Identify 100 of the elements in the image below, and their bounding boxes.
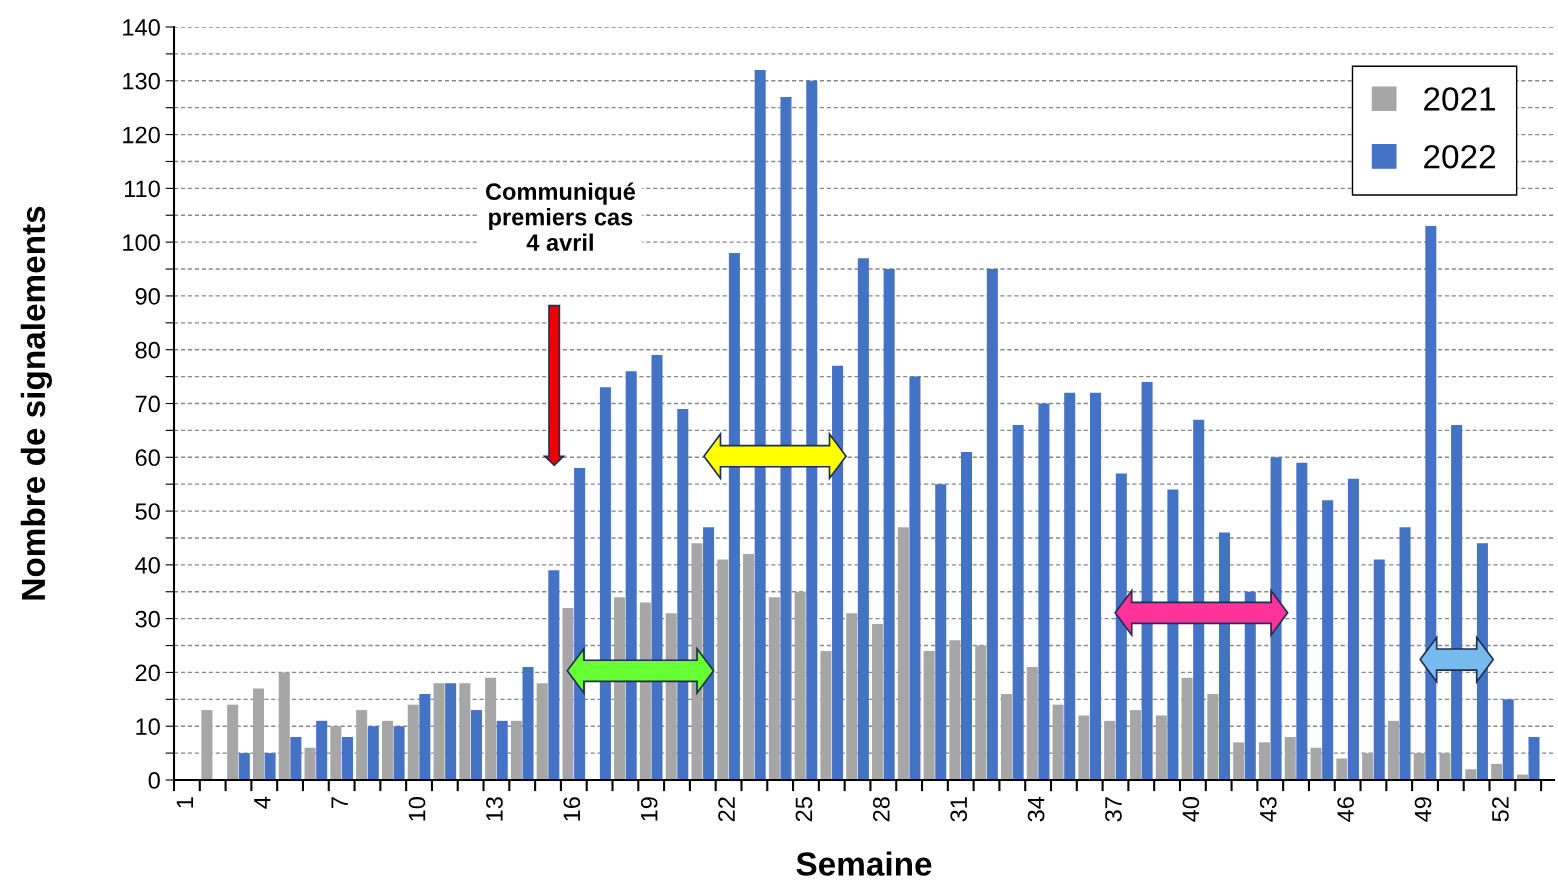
- legend-label: 2021: [1424, 87, 1496, 111]
- bar: [1347, 478, 1359, 780]
- y-tick-label: 90: [135, 288, 160, 305]
- bar: [743, 554, 755, 780]
- bar: [1439, 753, 1451, 780]
- bar: [201, 710, 213, 780]
- x-tick-label: 34: [1027, 796, 1045, 822]
- bar: [625, 371, 637, 780]
- bar: [290, 736, 302, 780]
- bar: [252, 688, 264, 780]
- bar: [1362, 753, 1374, 780]
- x-tick-label: 28: [872, 797, 890, 822]
- bar: [1413, 753, 1425, 780]
- bar: [1465, 769, 1477, 780]
- bar: [381, 720, 393, 780]
- bar: [794, 591, 806, 780]
- bar: [651, 355, 663, 780]
- y-tick-label: 110: [124, 180, 160, 198]
- x-tick-label: 4: [254, 796, 271, 809]
- bar: [548, 570, 560, 780]
- bar: [470, 710, 482, 780]
- bar: [975, 645, 987, 780]
- bar: [754, 70, 766, 780]
- x-axis-title: Semaine: [796, 851, 932, 876]
- bar: [278, 672, 290, 780]
- bar: [1387, 720, 1399, 780]
- bar: [846, 613, 858, 780]
- bar: [433, 683, 445, 780]
- bar: [1026, 667, 1038, 780]
- bar: [1155, 715, 1167, 780]
- bar: [961, 451, 973, 780]
- bar: [1502, 699, 1514, 780]
- x-tick-label: 31: [950, 797, 968, 822]
- bar: [522, 667, 534, 780]
- bar: [1064, 392, 1076, 780]
- y-tick-label: 70: [135, 395, 160, 413]
- bar: [459, 683, 471, 780]
- bar: [820, 650, 832, 780]
- bar: [1233, 742, 1245, 780]
- bar: [935, 484, 947, 780]
- y-tick-label: 80: [135, 341, 160, 359]
- y-tick-label: 120: [123, 126, 160, 144]
- bar: [1078, 715, 1090, 780]
- bar: [897, 527, 909, 780]
- bar: [1425, 226, 1437, 780]
- bar: [1310, 747, 1322, 780]
- bar: [419, 693, 431, 780]
- y-tick-label: 30: [135, 610, 160, 628]
- bar: [316, 720, 328, 780]
- x-tick-label: 37: [1105, 797, 1122, 822]
- y-tick-label: 10: [136, 718, 160, 735]
- x-tick-label: 25: [795, 797, 813, 822]
- x-tick-label: 49: [1414, 797, 1432, 822]
- bar: [496, 720, 508, 780]
- y-tick-label: 100: [123, 234, 160, 251]
- bar: [599, 387, 611, 780]
- bar: [806, 80, 818, 780]
- bar: [909, 376, 921, 780]
- y-tick-label: 20: [135, 664, 160, 682]
- bar: [330, 726, 342, 780]
- bar: [949, 640, 961, 780]
- x-tick-label: 10: [408, 797, 426, 821]
- legend-label: 2022: [1424, 144, 1495, 169]
- bar: [1451, 425, 1463, 780]
- bar: [1218, 532, 1230, 780]
- bar: [1491, 763, 1503, 780]
- bar: [1052, 704, 1064, 780]
- bar: [304, 747, 316, 780]
- bar: [510, 720, 522, 780]
- y-tick-label: 140: [123, 19, 160, 36]
- bar: [717, 559, 729, 780]
- bar: [238, 753, 250, 780]
- y-tick-label: 60: [135, 449, 160, 467]
- bar: [986, 269, 998, 780]
- bar: [883, 269, 895, 780]
- y-tick-label: 0: [148, 772, 160, 789]
- bar: [768, 597, 780, 780]
- bar: [1528, 736, 1540, 780]
- bar: [1001, 693, 1013, 780]
- x-tick-label: 52: [1492, 797, 1509, 822]
- bar: [1193, 419, 1205, 780]
- bar: [445, 683, 457, 780]
- bar: [1296, 462, 1308, 780]
- y-tick-label: 40: [135, 556, 160, 574]
- bar: [393, 726, 405, 780]
- bar: [703, 527, 715, 780]
- bar: [1336, 758, 1348, 780]
- x-tick-label: 13: [486, 797, 503, 821]
- x-tick-label: 1: [176, 797, 193, 808]
- bar: [1284, 736, 1296, 780]
- bar: [1038, 403, 1050, 780]
- bar: [356, 710, 368, 780]
- bar: [1322, 500, 1334, 780]
- x-tick-label: 7: [331, 797, 348, 809]
- x-tick-label: 16: [563, 797, 581, 821]
- bar: [1104, 720, 1116, 780]
- bar: [407, 704, 419, 780]
- bar: [1129, 710, 1141, 780]
- x-tick-label: 19: [640, 797, 658, 821]
- x-tick-label: 43: [1259, 797, 1277, 822]
